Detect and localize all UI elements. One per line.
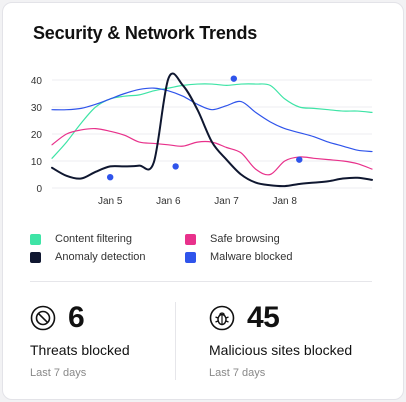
series-line-safe-browsing [51,127,373,176]
threats-blocked-value: 6 [68,301,85,334]
data-point-marker [106,174,114,181]
data-point-marker [172,163,179,170]
x-tick-label: Jan 5 [98,196,123,207]
stats-column-divider [175,302,176,380]
legend-label: Safe browsing [210,233,280,245]
y-tick-label: 10 [31,157,43,168]
legend-label: Malware blocked [210,251,293,263]
x-tick-label: Jan 8 [272,196,297,207]
legend-label: Anomaly detection [55,251,146,263]
threats-blocked-label: Threats blocked [30,342,130,358]
legend-swatch [30,233,41,245]
y-tick-label: 0 [36,184,42,195]
legend-swatch [30,251,41,263]
malicious-sites-period: Last 7 days [209,367,266,379]
malicious-sites-label: Malicious sites blocked [209,342,353,358]
malicious-sites-value: 45 [247,301,280,334]
legend-item-content-filtering[interactable]: Content filtering [30,232,132,246]
threats-blocked-period: Last 7 days [30,367,87,379]
legend-item-safe-browsing[interactable]: Safe browsing [185,232,280,246]
bug-icon [209,305,235,331]
block-icon [30,305,56,331]
x-tick-label: Jan 7 [214,196,239,207]
threats-blocked-stat: 6 Threats blocked Last 7 days [30,296,130,379]
series-line-content-filtering [51,83,373,159]
data-point-marker [230,75,238,82]
y-tick-label: 40 [31,76,43,87]
stats-divider [30,281,372,282]
data-point-marker [296,156,303,163]
chart-legend: Content filtering Safe browsing Anomaly … [30,232,390,272]
series-line-anomaly-detection [51,72,373,188]
malicious-sites-stat: 45 Malicious sites blocked Last 7 days [209,296,352,379]
card-title: Security & Network Trends [33,23,258,43]
legend-label: Content filtering [55,233,133,245]
legend-swatch [185,233,196,245]
legend-swatch [185,251,196,263]
legend-item-anomaly-detection[interactable]: Anomaly detection [30,250,146,264]
x-tick-label: Jan 6 [156,196,181,207]
y-tick-label: 30 [31,103,43,114]
y-tick-label: 20 [31,130,43,141]
series-line-malware-blocked [51,87,373,153]
trends-line-chart: 0 10 20 30 40 Jan 5 Jan 6 Jan 7 Jan 8 [31,72,373,207]
legend-item-malware-blocked[interactable]: Malware blocked [185,250,293,264]
